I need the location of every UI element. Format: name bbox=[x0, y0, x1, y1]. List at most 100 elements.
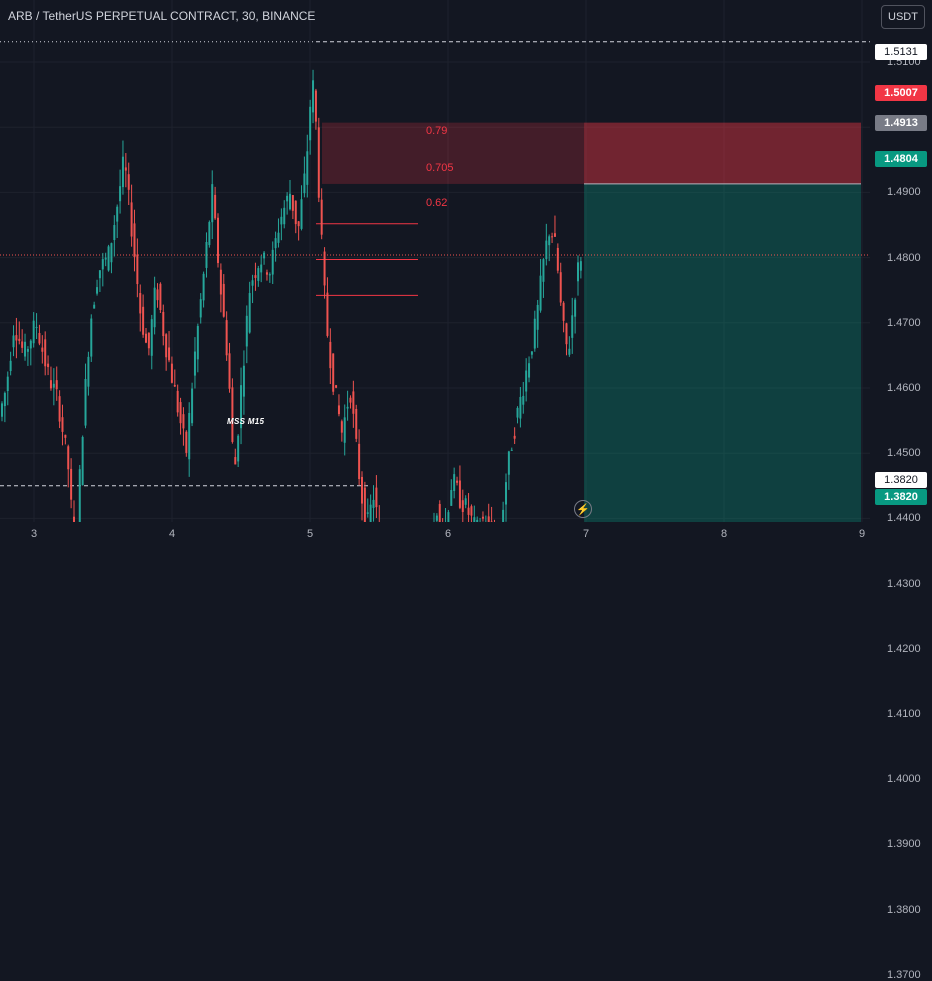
candle-body bbox=[139, 293, 141, 313]
candle-body bbox=[292, 195, 294, 211]
candle-body bbox=[93, 305, 95, 309]
stop-zone-left bbox=[322, 123, 584, 184]
candle-body bbox=[326, 293, 328, 336]
candle-body bbox=[341, 421, 343, 432]
candle-body bbox=[116, 207, 118, 222]
candle-body bbox=[277, 233, 279, 243]
price-tick: 1.3700 bbox=[887, 969, 921, 981]
lightning-icon[interactable]: ⚡ bbox=[574, 500, 592, 518]
candle-body bbox=[231, 387, 233, 442]
candle-body bbox=[315, 91, 317, 122]
price-tick: 1.4900 bbox=[887, 186, 921, 198]
symbol-title[interactable]: ARB / TetherUS PERPETUAL CONTRACT, 30, B… bbox=[8, 9, 315, 23]
candle-body bbox=[545, 241, 547, 259]
fib-label-062: 0.62 bbox=[426, 197, 447, 209]
candle-body bbox=[462, 500, 464, 512]
price-label-high: 1.5131 bbox=[875, 44, 927, 60]
candle-body bbox=[260, 265, 262, 273]
candle-body bbox=[82, 437, 84, 485]
candle-body bbox=[243, 366, 245, 397]
candle-body bbox=[324, 252, 326, 286]
candle-body bbox=[447, 512, 449, 522]
candle-body bbox=[540, 276, 542, 311]
candle-body bbox=[148, 333, 150, 348]
candle-body bbox=[234, 457, 236, 464]
candle-body bbox=[217, 218, 219, 263]
time-tick: 9 bbox=[859, 528, 865, 540]
candle-body bbox=[254, 275, 256, 278]
price-label-low-line: 1.3820 bbox=[875, 472, 927, 488]
candle-body bbox=[226, 320, 228, 355]
candle-body bbox=[468, 508, 470, 515]
candle-body bbox=[542, 259, 544, 282]
candle-body bbox=[344, 417, 346, 442]
time-tick: 5 bbox=[307, 528, 313, 540]
candle-body bbox=[159, 284, 161, 310]
candle-body bbox=[312, 80, 314, 112]
candle-body bbox=[517, 408, 519, 418]
candle-body bbox=[289, 194, 291, 210]
candle-body bbox=[364, 488, 366, 522]
candle-body bbox=[185, 432, 187, 453]
candle-body bbox=[554, 233, 556, 237]
price-tick: 1.4500 bbox=[887, 447, 921, 459]
candle-body bbox=[568, 349, 570, 355]
candle-body bbox=[557, 248, 559, 271]
candle-body bbox=[370, 505, 372, 522]
candle-body bbox=[303, 174, 305, 194]
chart-area[interactable] bbox=[0, 0, 870, 522]
candle-body bbox=[459, 481, 461, 508]
candle-body bbox=[50, 380, 52, 388]
candle-body bbox=[295, 201, 297, 224]
candle-body bbox=[119, 186, 121, 201]
candle-body bbox=[537, 305, 539, 330]
candle-body bbox=[482, 517, 484, 519]
candle-body bbox=[15, 335, 17, 340]
price-chart[interactable] bbox=[0, 0, 870, 522]
candle-body bbox=[301, 199, 303, 229]
price-tick: 1.4100 bbox=[887, 708, 921, 720]
candle-body bbox=[113, 225, 115, 240]
candle-body bbox=[306, 151, 308, 185]
candle-body bbox=[128, 174, 130, 190]
time-tick: 7 bbox=[583, 528, 589, 540]
candle-body bbox=[1, 403, 3, 416]
stop-zone bbox=[584, 123, 861, 184]
candle-body bbox=[511, 450, 513, 451]
price-label-target: 1.3820 bbox=[875, 489, 927, 505]
candle-body bbox=[70, 469, 72, 500]
candle-body bbox=[534, 319, 536, 349]
candle-body bbox=[10, 361, 12, 371]
candle-body bbox=[18, 339, 20, 341]
candle-body bbox=[203, 274, 205, 301]
candle-body bbox=[122, 157, 124, 187]
candle-body bbox=[519, 397, 521, 419]
candle-body bbox=[64, 435, 66, 438]
candle-body bbox=[528, 363, 530, 377]
candle-body bbox=[177, 391, 179, 413]
candle-body bbox=[263, 253, 265, 259]
price-axis[interactable]: 1.51001.50001.49001.48001.47001.46001.45… bbox=[870, 36, 932, 522]
candle-body bbox=[577, 262, 579, 281]
candle-body bbox=[352, 391, 354, 413]
candle-body bbox=[182, 414, 184, 428]
candle-body bbox=[110, 243, 112, 262]
candle-body bbox=[44, 339, 46, 366]
candle-body bbox=[349, 398, 351, 403]
candle-body bbox=[223, 284, 225, 317]
candle-body bbox=[283, 208, 285, 224]
currency-button[interactable]: USDT bbox=[881, 5, 925, 29]
candle-body bbox=[338, 405, 340, 414]
candle-body bbox=[275, 238, 277, 248]
candle-body bbox=[211, 184, 213, 222]
candle-body bbox=[154, 288, 156, 328]
candle-body bbox=[53, 384, 55, 388]
price-tick: 1.4200 bbox=[887, 643, 921, 655]
candle-body bbox=[508, 451, 510, 474]
candle-body bbox=[335, 385, 337, 388]
price-tick: 1.4800 bbox=[887, 252, 921, 264]
candle-body bbox=[165, 334, 167, 357]
candle-body bbox=[38, 333, 40, 344]
candle-body bbox=[142, 307, 144, 335]
